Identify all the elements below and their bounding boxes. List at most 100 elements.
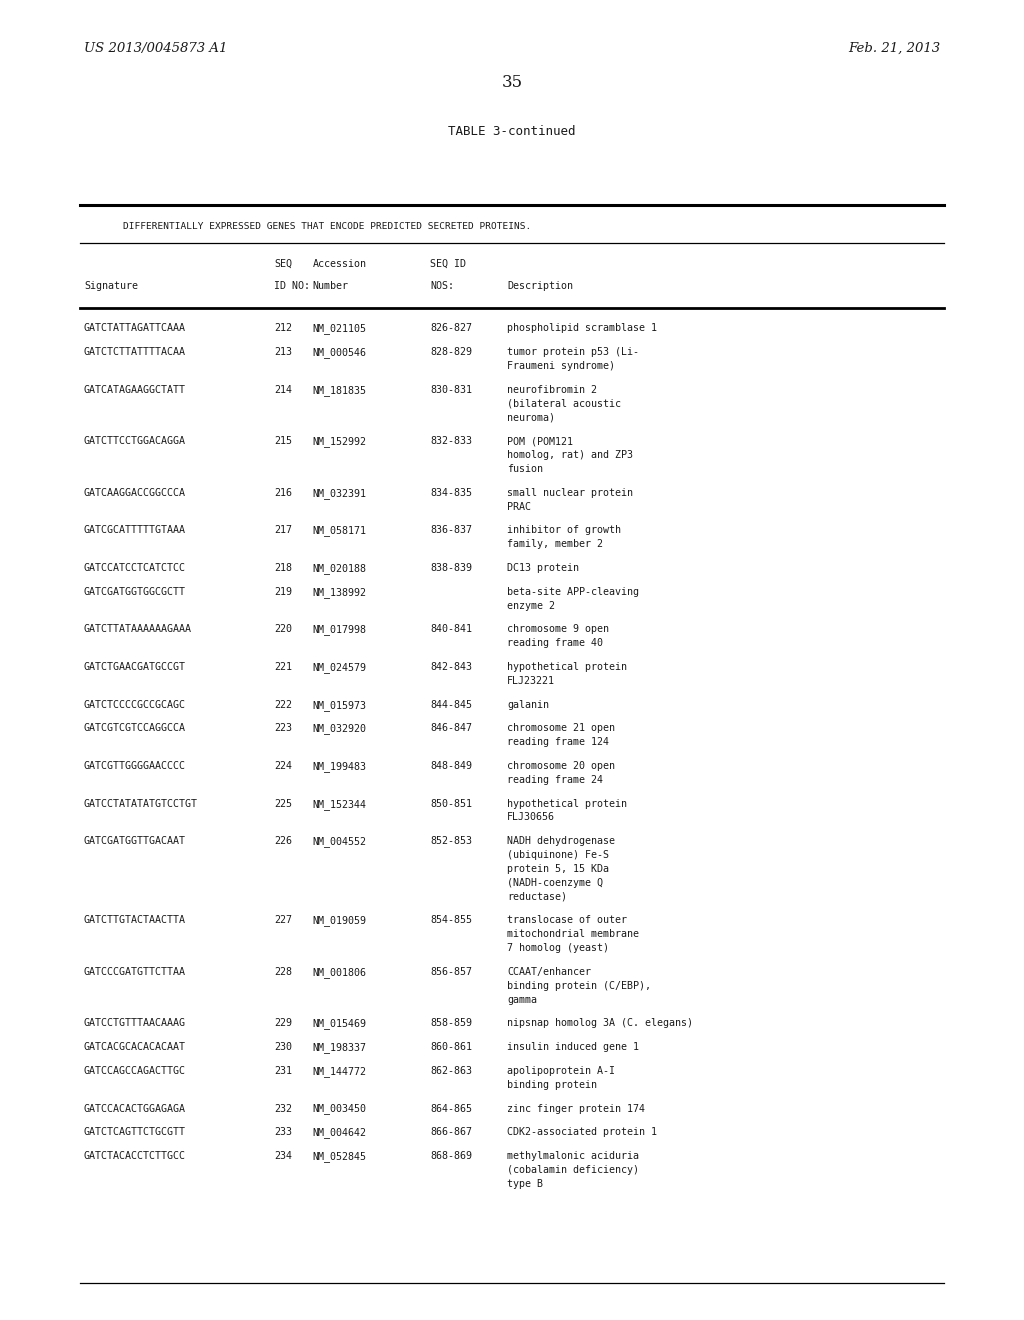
Text: Signature: Signature — [84, 281, 138, 292]
Text: beta-site APP-cleaving: beta-site APP-cleaving — [507, 587, 639, 597]
Text: 844-845: 844-845 — [430, 700, 472, 710]
Text: NM_181835: NM_181835 — [312, 385, 367, 396]
Text: methylmalonic aciduria: methylmalonic aciduria — [507, 1151, 639, 1162]
Text: 231: 231 — [274, 1067, 293, 1076]
Text: DC13 protein: DC13 protein — [507, 564, 579, 573]
Text: 218: 218 — [274, 564, 293, 573]
Text: 826-827: 826-827 — [430, 323, 472, 334]
Text: GATCCATCCTCATCTCC: GATCCATCCTCATCTCC — [84, 564, 186, 573]
Text: protein 5, 15 KDa: protein 5, 15 KDa — [507, 865, 609, 874]
Text: GATCAAGGACCGGCCCA: GATCAAGGACCGGCCCA — [84, 488, 186, 498]
Text: SEQ ID: SEQ ID — [430, 259, 466, 269]
Text: SEQ: SEQ — [274, 259, 293, 269]
Text: NM_058171: NM_058171 — [312, 525, 367, 536]
Text: 828-829: 828-829 — [430, 347, 472, 358]
Text: 219: 219 — [274, 587, 293, 597]
Text: 850-851: 850-851 — [430, 799, 472, 809]
Text: phospholipid scramblase 1: phospholipid scramblase 1 — [507, 323, 656, 334]
Text: GATCGATGGTGGCGCTT: GATCGATGGTGGCGCTT — [84, 587, 186, 597]
Text: reading frame 40: reading frame 40 — [507, 639, 603, 648]
Text: GATCTCAGTTCTGCGTT: GATCTCAGTTCTGCGTT — [84, 1127, 186, 1138]
Text: FLJ23221: FLJ23221 — [507, 676, 555, 686]
Text: 230: 230 — [274, 1043, 293, 1052]
Text: nipsnap homolog 3A (C. elegans): nipsnap homolog 3A (C. elegans) — [507, 1019, 693, 1028]
Text: Number: Number — [312, 281, 348, 292]
Text: 856-857: 856-857 — [430, 968, 472, 977]
Text: NM_017998: NM_017998 — [312, 624, 367, 635]
Text: 866-867: 866-867 — [430, 1127, 472, 1138]
Text: NOS:: NOS: — [430, 281, 454, 292]
Text: (cobalamin deficiency): (cobalamin deficiency) — [507, 1166, 639, 1175]
Text: enzyme 2: enzyme 2 — [507, 601, 555, 611]
Text: binding protein (C/EBP),: binding protein (C/EBP), — [507, 981, 651, 991]
Text: galanin: galanin — [507, 700, 549, 710]
Text: GATCTTGTACTAACTTA: GATCTTGTACTAACTTA — [84, 916, 186, 925]
Text: GATCTCTTATTTTACAA: GATCTCTTATTTTACAA — [84, 347, 186, 358]
Text: 864-865: 864-865 — [430, 1104, 472, 1114]
Text: 232: 232 — [274, 1104, 293, 1114]
Text: NM_152344: NM_152344 — [312, 799, 367, 809]
Text: tumor protein p53 (Li-: tumor protein p53 (Li- — [507, 347, 639, 358]
Text: translocase of outer: translocase of outer — [507, 916, 627, 925]
Text: family, member 2: family, member 2 — [507, 540, 603, 549]
Text: neuroma): neuroma) — [507, 413, 555, 422]
Text: hypothetical protein: hypothetical protein — [507, 799, 627, 809]
Text: 858-859: 858-859 — [430, 1019, 472, 1028]
Text: NM_032391: NM_032391 — [312, 488, 367, 499]
Text: 215: 215 — [274, 437, 293, 446]
Text: Fraumeni syndrome): Fraumeni syndrome) — [507, 362, 614, 371]
Text: reductase): reductase) — [507, 892, 567, 902]
Text: NADH dehydrogenase: NADH dehydrogenase — [507, 837, 614, 846]
Text: reading frame 24: reading frame 24 — [507, 775, 603, 785]
Text: ID NO:: ID NO: — [274, 281, 310, 292]
Text: NM_015973: NM_015973 — [312, 700, 367, 710]
Text: Description: Description — [507, 281, 572, 292]
Text: 224: 224 — [274, 762, 293, 771]
Text: (NADH-coenzyme Q: (NADH-coenzyme Q — [507, 878, 603, 888]
Text: GATCCTATATATGTCCTGT: GATCCTATATATGTCCTGT — [84, 799, 198, 809]
Text: 229: 229 — [274, 1019, 293, 1028]
Text: POM (POM121: POM (POM121 — [507, 437, 572, 446]
Text: NM_020188: NM_020188 — [312, 564, 367, 574]
Text: 834-835: 834-835 — [430, 488, 472, 498]
Text: NM_004552: NM_004552 — [312, 837, 367, 847]
Text: NM_052845: NM_052845 — [312, 1151, 367, 1162]
Text: homolog, rat) and ZP3: homolog, rat) and ZP3 — [507, 450, 633, 461]
Text: GATCGATGGTTGACAAT: GATCGATGGTTGACAAT — [84, 837, 186, 846]
Text: binding protein: binding protein — [507, 1080, 597, 1090]
Text: GATCCAGCCAGACTTGC: GATCCAGCCAGACTTGC — [84, 1067, 186, 1076]
Text: neurofibromin 2: neurofibromin 2 — [507, 385, 597, 395]
Text: 7 homolog (yeast): 7 homolog (yeast) — [507, 944, 609, 953]
Text: NM_198337: NM_198337 — [312, 1043, 367, 1053]
Text: Accession: Accession — [312, 259, 367, 269]
Text: 217: 217 — [274, 525, 293, 536]
Text: 832-833: 832-833 — [430, 437, 472, 446]
Text: NM_004642: NM_004642 — [312, 1127, 367, 1138]
Text: NM_019059: NM_019059 — [312, 916, 367, 927]
Text: GATCTATTAGATTCAAA: GATCTATTAGATTCAAA — [84, 323, 186, 334]
Text: GATCATAGAAGGCTATT: GATCATAGAAGGCTATT — [84, 385, 186, 395]
Text: TABLE 3-continued: TABLE 3-continued — [449, 125, 575, 139]
Text: 846-847: 846-847 — [430, 723, 472, 734]
Text: NM_021105: NM_021105 — [312, 323, 367, 334]
Text: NM_152992: NM_152992 — [312, 437, 367, 447]
Text: (ubiquinone) Fe-S: (ubiquinone) Fe-S — [507, 850, 609, 861]
Text: US 2013/0045873 A1: US 2013/0045873 A1 — [84, 42, 227, 55]
Text: GATCGTTGGGGAACCCC: GATCGTTGGGGAACCCC — [84, 762, 186, 771]
Text: apolipoprotein A-I: apolipoprotein A-I — [507, 1067, 614, 1076]
Text: chromosome 20 open: chromosome 20 open — [507, 762, 614, 771]
Text: GATCTTATAAAAAAGAAA: GATCTTATAAAAAAGAAA — [84, 624, 191, 635]
Text: 220: 220 — [274, 624, 293, 635]
Text: type B: type B — [507, 1179, 543, 1189]
Text: 840-841: 840-841 — [430, 624, 472, 635]
Text: Feb. 21, 2013: Feb. 21, 2013 — [848, 42, 940, 55]
Text: 836-837: 836-837 — [430, 525, 472, 536]
Text: GATCTGAACGATGCCGT: GATCTGAACGATGCCGT — [84, 663, 186, 672]
Text: 226: 226 — [274, 837, 293, 846]
Text: 216: 216 — [274, 488, 293, 498]
Text: 223: 223 — [274, 723, 293, 734]
Text: GATCTCCCCGCCGCAGC: GATCTCCCCGCCGCAGC — [84, 700, 186, 710]
Text: inhibitor of growth: inhibitor of growth — [507, 525, 621, 536]
Text: 868-869: 868-869 — [430, 1151, 472, 1162]
Text: (bilateral acoustic: (bilateral acoustic — [507, 399, 621, 409]
